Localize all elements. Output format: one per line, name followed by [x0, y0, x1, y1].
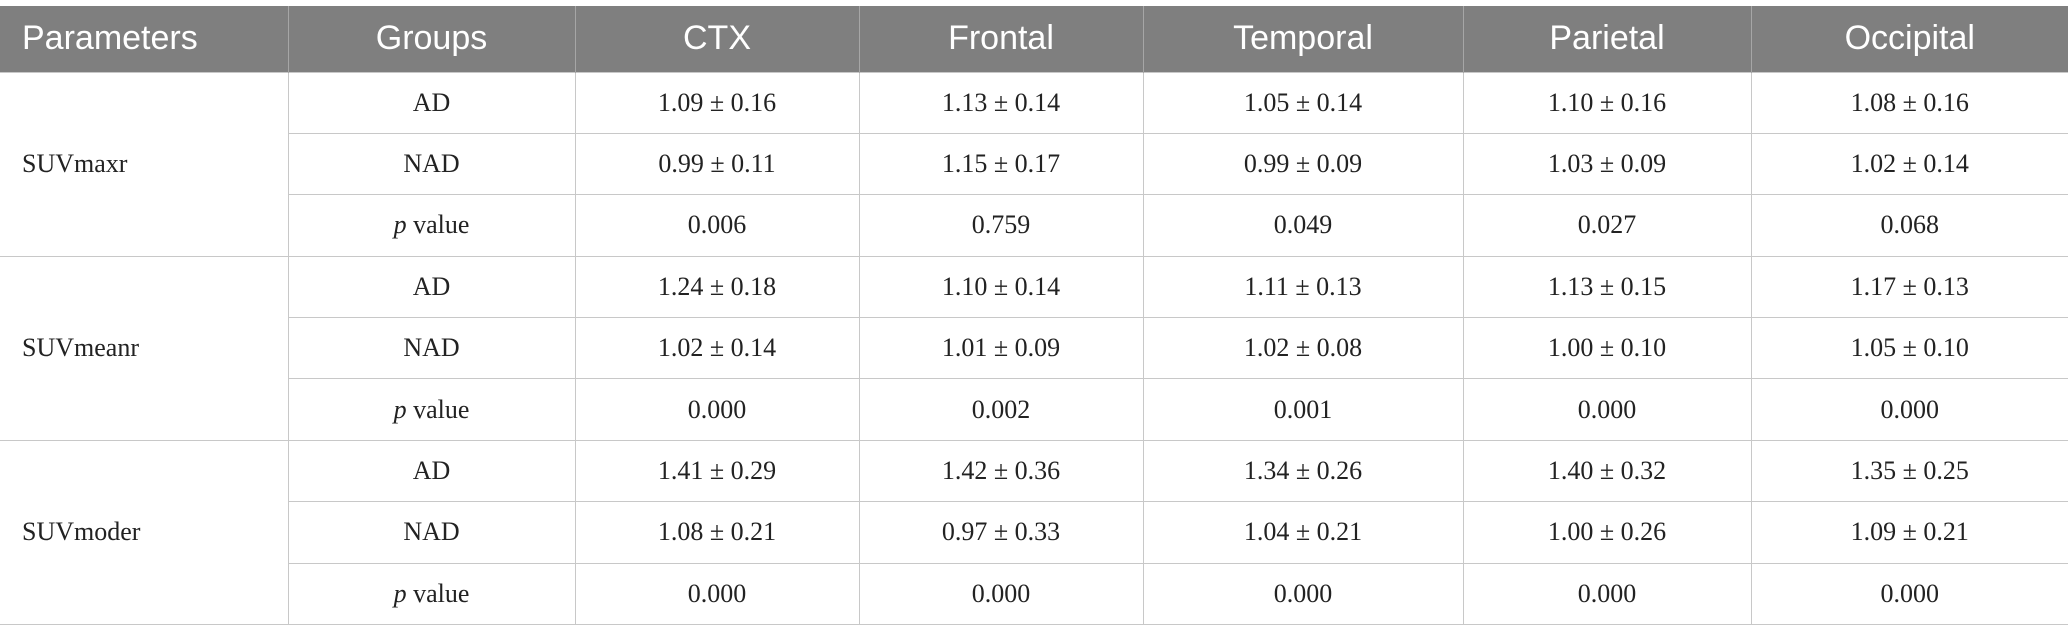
group-cell: p value: [288, 378, 576, 441]
table-row: NAD 1.08 ± 0.21 0.97 ± 0.33 1.04 ± 0.21 1.00…: [0, 501, 2068, 564]
value-cell: 0.027: [1462, 194, 1752, 257]
value-cell: 1.41 ± 0.29: [574, 439, 860, 503]
group-label: value: [406, 394, 470, 424]
value-cell: 1.09 ± 0.16: [574, 71, 860, 134]
group-label: value: [406, 578, 470, 608]
table-row: SUVmoder AD 1.41 ± 0.29 1.42 ± 0.36 1.34 ± 0…: [0, 439, 2068, 626]
value-cell: 1.01 ± 0.09: [858, 317, 1144, 380]
value-cell: 1.34 ± 0.26: [1142, 439, 1464, 503]
value-cell: 0.000: [858, 562, 1144, 626]
group-cell: p value: [288, 562, 576, 626]
value-cell: 1.00 ± 0.26: [1462, 501, 1752, 564]
value-cell: 1.08 ± 0.21: [574, 501, 860, 564]
value-cell: 1.35 ± 0.25: [1750, 439, 2068, 503]
value-cell: 0.000: [1462, 378, 1752, 441]
value-cell: 1.13 ± 0.15: [1462, 255, 1752, 319]
group-cell: NAD: [288, 132, 576, 196]
header-ctx: CTX: [574, 6, 859, 72]
parameter-cell: SUVmaxr: [0, 71, 289, 257]
value-cell: 1.40 ± 0.32: [1462, 439, 1752, 503]
header-parietal: Parietal: [1462, 6, 1751, 72]
value-cell: 1.05 ± 0.10: [1750, 317, 2068, 380]
value-cell: 0.068: [1750, 194, 2068, 257]
value-cell: 0.002: [858, 378, 1144, 441]
p-symbol: p: [393, 578, 407, 608]
table-row: NAD 1.02 ± 0.14 1.01 ± 0.09 1.02 ± 0.08 1.00…: [0, 317, 2068, 380]
value-cell: 1.02 ± 0.08: [1142, 317, 1464, 380]
group-cell: NAD: [288, 317, 576, 380]
table-row: NAD 0.99 ± 0.11 1.15 ± 0.17 0.99 ± 0.09 1.03…: [0, 132, 2068, 196]
value-cell: 1.05 ± 0.14: [1142, 71, 1464, 134]
parameter-cell: SUVmeanr: [0, 255, 289, 441]
group-cell: p value: [288, 194, 576, 257]
value-cell: 0.006: [574, 194, 860, 257]
p-symbol: p: [393, 210, 407, 240]
value-cell: 0.000: [1750, 562, 2068, 626]
header-occipital: Occipital: [1750, 6, 2068, 72]
value-cell: 1.09 ± 0.21: [1750, 501, 2068, 564]
value-cell: 1.17 ± 0.13: [1750, 255, 2068, 319]
table-row: p value 0.000 0.000 0.000 0.000 0.000: [0, 562, 2068, 626]
header-temporal: Temporal: [1142, 6, 1463, 72]
group-cell: AD: [287, 439, 576, 503]
value-cell: 1.02 ± 0.14: [1750, 132, 2068, 196]
value-cell: 0.759: [858, 194, 1144, 257]
value-cell: 0.000: [1142, 562, 1464, 626]
value-cell: 1.13 ± 0.14: [858, 71, 1144, 134]
parameter-cell: SUVmoder: [0, 439, 289, 626]
results-table: Parameters Groups CTX Frontal Temporal P…: [0, 6, 2068, 626]
value-cell: 1.00 ± 0.10: [1462, 317, 1752, 380]
table-row: p value 0.006 0.759 0.049 0.027 0.068: [0, 194, 2068, 257]
value-cell: 1.04 ± 0.21: [1142, 501, 1464, 564]
value-cell: 0.99 ± 0.09: [1142, 132, 1464, 196]
value-cell: 1.11 ± 0.13: [1142, 255, 1464, 319]
header-frontal: Frontal: [858, 6, 1143, 72]
value-cell: 0.000: [574, 562, 860, 626]
value-cell: 0.049: [1142, 194, 1464, 257]
value-cell: 1.10 ± 0.14: [858, 255, 1144, 319]
value-cell: 0.000: [574, 378, 860, 441]
value-cell: 1.08 ± 0.16: [1750, 71, 2068, 134]
header-groups: Groups: [287, 6, 575, 72]
value-cell: 1.24 ± 0.18: [574, 255, 860, 319]
value-cell: 0.000: [1462, 562, 1752, 626]
group-cell: NAD: [288, 501, 576, 564]
value-cell: 0.99 ± 0.11: [574, 132, 860, 196]
table-row: SUVmeanr AD 1.24 ± 0.18 1.10 ± 0.14 1.11 ± 0…: [0, 255, 2068, 441]
group-cell: AD: [287, 255, 576, 319]
group-cell: AD: [287, 71, 576, 134]
p-symbol: p: [393, 394, 407, 424]
value-cell: 1.02 ± 0.14: [574, 317, 860, 380]
value-cell: 0.000: [1750, 378, 2068, 441]
value-cell: 0.97 ± 0.33: [858, 501, 1144, 564]
table-row: p value 0.000 0.002 0.001 0.000 0.000: [0, 378, 2068, 441]
value-cell: 1.03 ± 0.09: [1462, 132, 1752, 196]
header-parameters: Parameters: [22, 19, 198, 58]
table-row: SUVmaxr AD 1.09 ± 0.16 1.13 ± 0.14 1.05 ± 0.…: [0, 71, 2068, 257]
value-cell: 0.001: [1142, 378, 1464, 441]
value-cell: 1.10 ± 0.16: [1462, 71, 1752, 134]
header-row: Parameters Groups CTX Frontal Temporal P…: [0, 6, 2068, 72]
group-label: value: [406, 210, 470, 240]
value-cell: 1.15 ± 0.17: [858, 132, 1144, 196]
value-cell: 1.42 ± 0.36: [858, 439, 1144, 503]
